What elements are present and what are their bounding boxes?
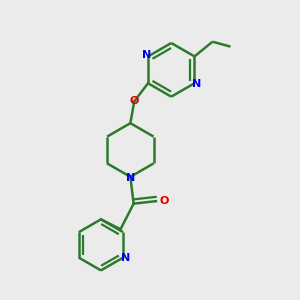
Text: N: N: [126, 173, 135, 184]
Text: O: O: [130, 96, 139, 106]
Text: O: O: [159, 196, 168, 206]
Text: N: N: [142, 50, 151, 60]
Text: N: N: [191, 79, 201, 89]
Text: N: N: [121, 253, 130, 263]
